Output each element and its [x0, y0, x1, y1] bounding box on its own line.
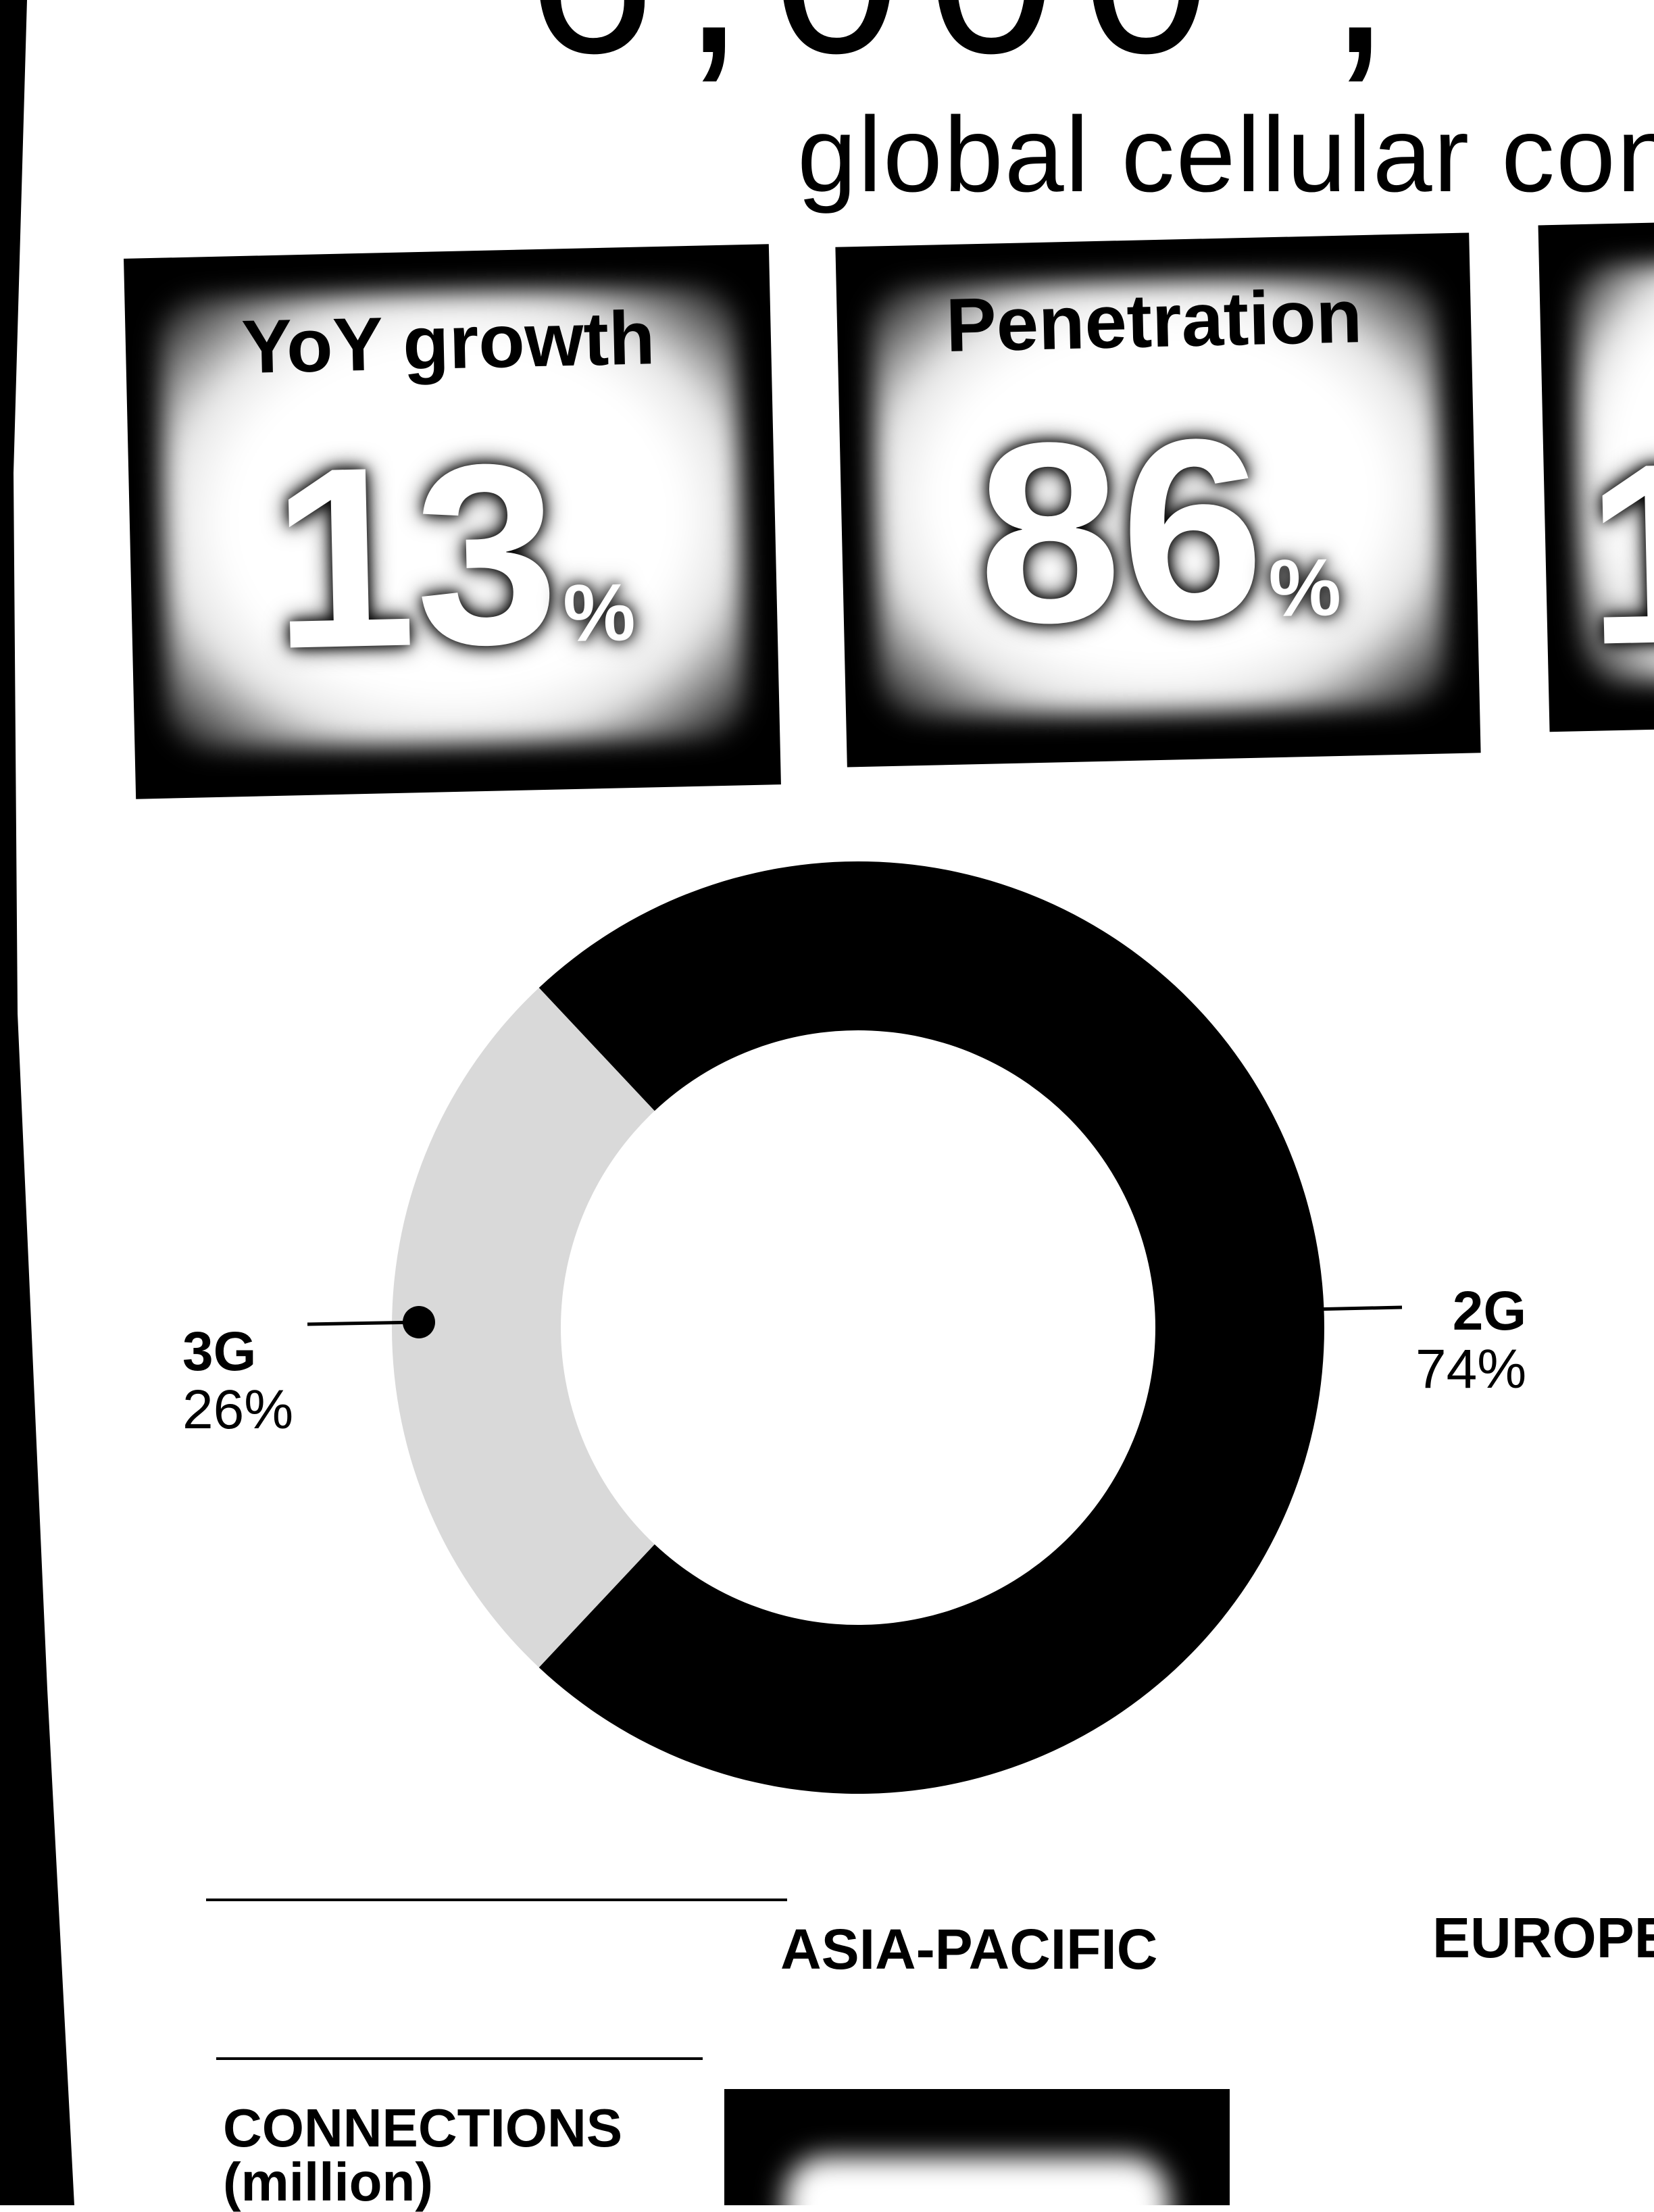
- card-value-number: 86: [974, 384, 1267, 678]
- card-label: Penetration: [945, 274, 1363, 368]
- card-value: 86%: [839, 384, 1478, 678]
- row-label-line1: CONNECTIONS: [223, 2098, 623, 2158]
- column-header-asia-pacific: ASIA-PACIFIC: [780, 1917, 1158, 1981]
- card-value: 13%: [128, 409, 778, 703]
- donut-label-3g-value: 26%: [182, 1379, 294, 1440]
- table-rule-top: [206, 1899, 787, 1901]
- table-rule-middle: [216, 2057, 703, 2060]
- stat-card-third: 1: [1538, 220, 1654, 732]
- donut-label-3g: 3G 26%: [182, 1324, 293, 1438]
- card-value: 1: [1583, 408, 1654, 699]
- asia-pacific-connections-card: [724, 2089, 1230, 2205]
- headline-subtitle: global cellular con: [797, 95, 1654, 214]
- donut-label-2g-value: 74%: [1415, 1338, 1527, 1400]
- donut-leader-line-3g: [307, 1320, 420, 1326]
- donut-slice-2g: [538, 861, 1324, 1794]
- card-value-number: 13: [269, 409, 561, 703]
- card-label: YoY growth: [241, 295, 656, 389]
- donut-label-2g: 2G 74%: [1415, 1284, 1526, 1397]
- donut-label-3g-name: 3G: [182, 1321, 257, 1382]
- stat-card-yoy-growth: YoY growth 13%: [124, 244, 781, 799]
- row-label-line2: (million): [223, 2152, 434, 2212]
- column-header-europe: EUROPE: [1432, 1906, 1654, 1969]
- card-value-unit: %: [1268, 541, 1343, 634]
- donut-label-2g-name: 2G: [1452, 1280, 1527, 1342]
- stat-card-penetration: Penetration 86%: [835, 232, 1481, 768]
- card-value-unit: %: [562, 566, 636, 659]
- donut-chart: [307, 861, 1403, 1794]
- card-glow: [785, 2157, 1169, 2205]
- donut-leader-line-2g: [1310, 1305, 1403, 1311]
- row-label-connections: CONNECTIONS (million): [223, 2101, 622, 2209]
- donut-slice-3g: [391, 988, 655, 1667]
- headline-number: 6,000 ,: [527, 0, 1419, 88]
- card-value-number: 1: [1582, 408, 1654, 699]
